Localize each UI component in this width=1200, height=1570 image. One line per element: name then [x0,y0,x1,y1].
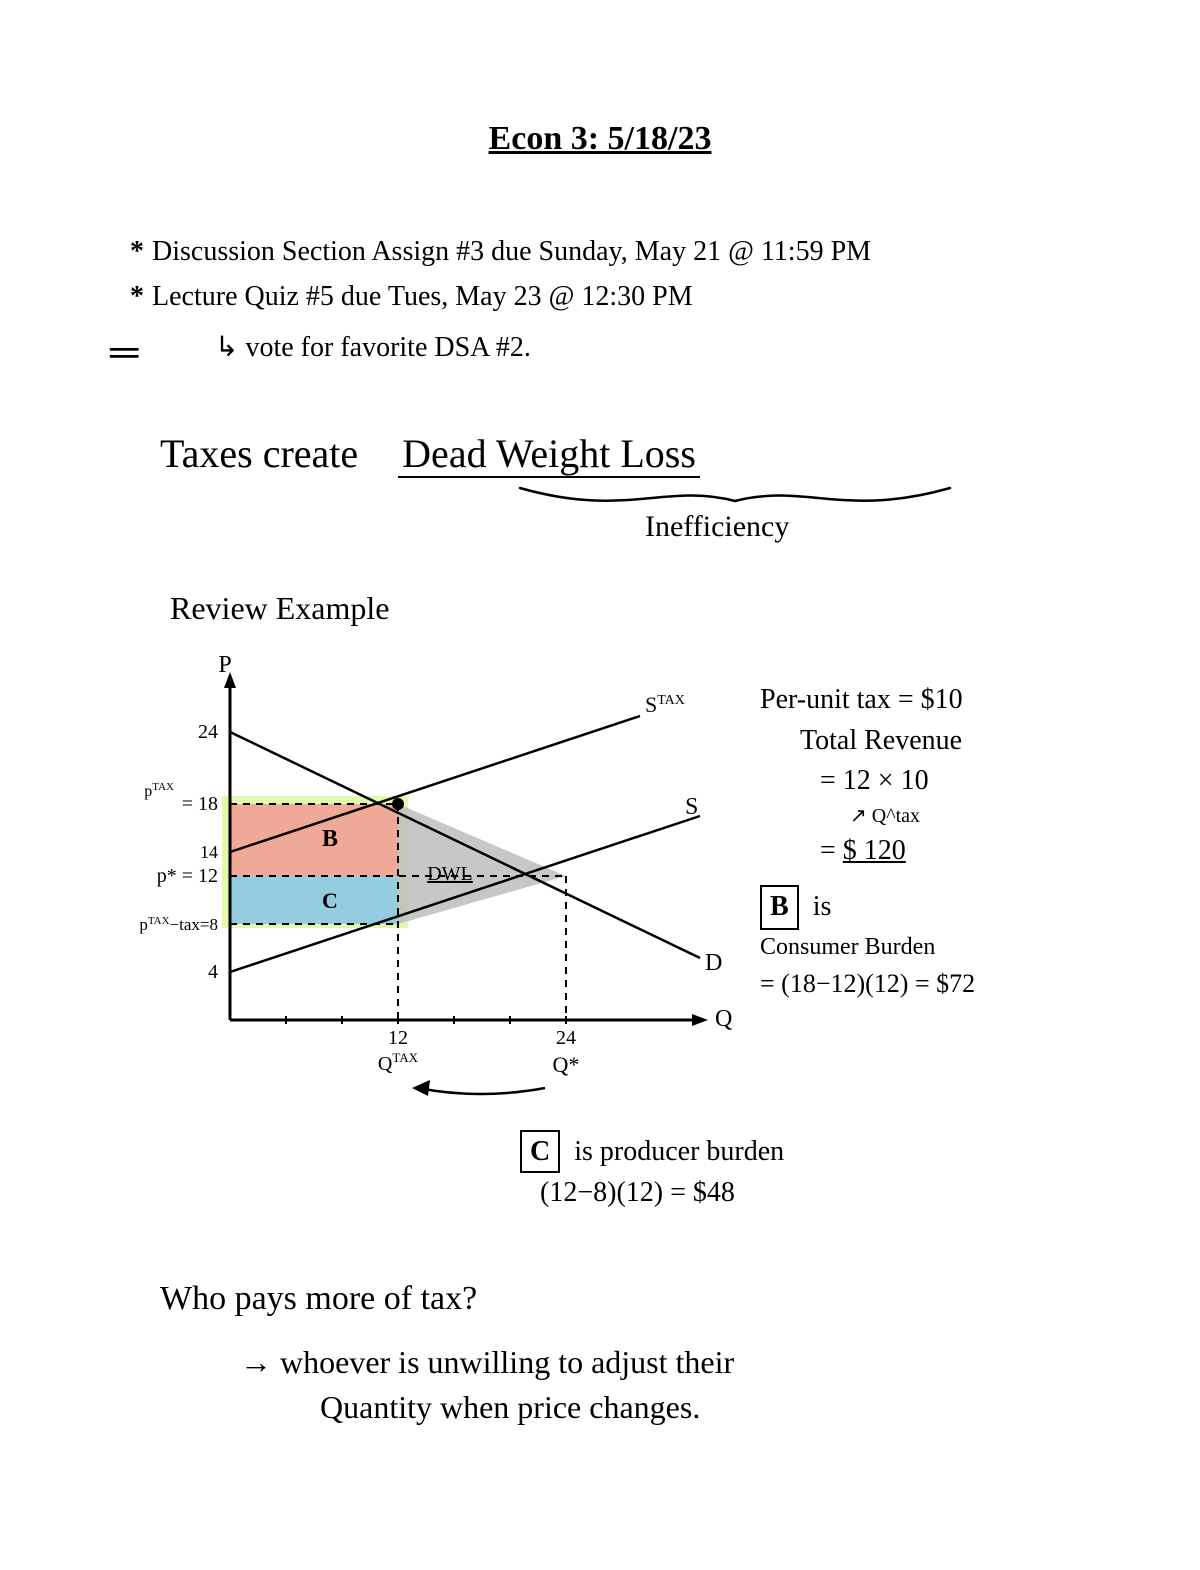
page-title: Econ 3: 5/18/23 [0,120,1200,158]
c-box: C [520,1130,560,1173]
supply-label: S [685,794,698,820]
ytick-14: 14 [200,842,218,862]
ytick-4: 4 [208,961,218,983]
ytick-24: 24 [198,721,218,743]
supply-demand-graph: P Q STAX S D 24 = 18 pTAX 14 p* = 12 pTA… [140,640,760,1140]
demand-label: D [705,950,722,976]
bullet-1: *Discussion Section Assign #3 due Sunday… [130,230,871,275]
b-is: is [813,891,832,922]
supply-tax-label: STAX [645,692,685,717]
q-axis-label: Q [715,1006,732,1032]
total-revenue-result: = $ 120 [820,835,906,866]
b-calc: = (18−12)(12) = $72 [760,965,975,1003]
answer-line-2: Quantity when price changes. [240,1385,734,1430]
b-box: B [760,885,799,930]
producer-burden: C is producer burden (12−8)(12) = $48 [520,1130,784,1212]
headline-pre: Taxes create [160,431,358,476]
answer: → whoever is unwilling to adjust their Q… [240,1340,734,1430]
bullet-2-text: Lecture Quiz #5 due Tues, May 23 @ 12:30… [152,281,693,312]
side-calculations: Per-unit tax = $10 Total Revenue = 12 × … [760,680,975,1002]
qtax-label: QTAX [378,1050,419,1075]
shift-arrow [418,1088,545,1094]
ytick-18-pre: pTAX [144,781,174,800]
c-is: is producer burden [574,1136,784,1167]
tax-eq-point [392,798,404,810]
sub-note: ↳ vote for favorite DSA #2. [215,330,531,364]
region-c [230,876,398,924]
equals-doodle: ═ [110,328,136,375]
headline: Taxes create Dead Weight Loss [160,430,700,477]
review-label: Review Example [170,590,389,627]
region-dwl [398,804,566,924]
ytick-18: = 18 [182,793,218,815]
xtick-12: 12 [388,1027,408,1049]
ytick-12: p* = 12 [157,865,218,887]
total-revenue-label: Total Revenue [760,721,975,762]
b-desc: Consumer Burden [760,930,975,965]
answer-line-1: → whoever is unwilling to adjust their [240,1340,734,1385]
bullet-2: *Lecture Quiz #5 due Tues, May 23 @ 12:3… [130,275,871,320]
total-revenue-expr: = 12 × 10 [760,761,975,802]
region-c-label: C [322,888,338,913]
announcements: *Discussion Section Assign #3 due Sunday… [130,230,871,320]
p-axis-label: P [218,652,231,678]
qstar-label: Q* [553,1052,580,1077]
bullet-1-text: Discussion Section Assign #3 due Sunday,… [152,236,871,267]
region-b-label: B [322,826,338,852]
region-dwl-label: DWL [427,863,473,885]
question: Who pays more of tax? [160,1280,477,1318]
per-unit-tax: Per-unit tax = $10 [760,680,975,721]
region-b [230,804,398,876]
brace-label: Inefficiency [645,510,789,544]
c-calc: (12−8)(12) = $48 [520,1173,784,1212]
xtick-24: 24 [556,1027,576,1049]
ytick-8: pTAX−tax=8 [140,915,218,934]
headline-dwl: Dead Weight Loss [398,431,700,478]
total-revenue-note: ↗ Q^tax [760,802,975,831]
